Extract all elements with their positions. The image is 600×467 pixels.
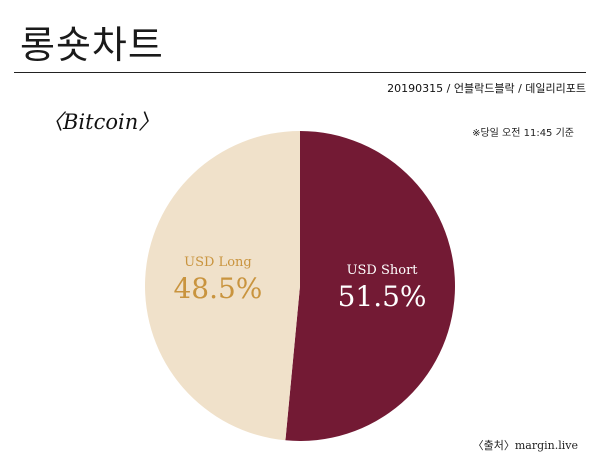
page-title: 롱숏차트 — [20, 23, 164, 67]
asset-name: 〈Bitcoin〉 — [42, 110, 160, 134]
slice-label-usd-long: USD Long — [184, 255, 252, 270]
source-credit: 〈출처〉margin.live — [472, 439, 578, 452]
time-note: ※당일 오전 11:45 기준 — [472, 128, 574, 139]
slice-label-usd-short: USD Short — [347, 263, 419, 278]
report-meta: 20190315 / 언블락드블락 / 데일리리포트 — [387, 82, 586, 95]
slice-value-usd-long: 48.5% — [173, 272, 262, 305]
pie-slice-usd-short — [285, 131, 455, 441]
title-divider — [14, 72, 586, 73]
pie-slice-usd-long — [144, 131, 300, 441]
slice-value-usd-short: 51.5% — [338, 280, 427, 313]
